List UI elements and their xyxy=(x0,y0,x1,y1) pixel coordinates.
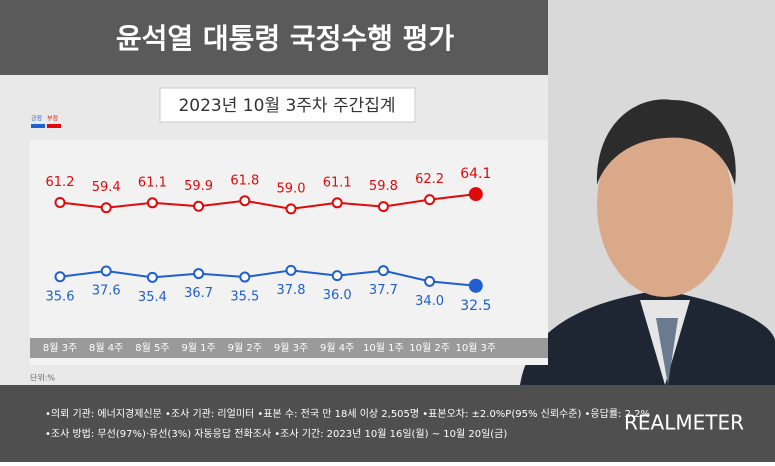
data-point xyxy=(239,195,251,207)
x-tick-label: 10월 2주 xyxy=(409,342,450,354)
data-point xyxy=(424,194,436,206)
data-label: 37.7 xyxy=(369,283,398,298)
series-line xyxy=(59,269,476,287)
data-point xyxy=(424,275,436,287)
legend-label: 긍정 xyxy=(31,116,42,123)
brand: REALMETER xyxy=(624,411,744,435)
data-label: 32.5 xyxy=(460,298,491,314)
data-point xyxy=(146,197,158,209)
data-label: 61.1 xyxy=(323,175,352,190)
footer xyxy=(0,385,775,462)
data-point xyxy=(100,202,112,214)
data-label: 37.6 xyxy=(92,283,121,298)
data-label: 61.8 xyxy=(230,173,259,188)
x-tick-label: 10월 1주 xyxy=(363,342,404,354)
data-label: 35.6 xyxy=(46,289,75,304)
data-point xyxy=(146,271,158,283)
data-label: 61.2 xyxy=(46,175,75,190)
data-label: 36.0 xyxy=(323,288,352,303)
data-label: 62.2 xyxy=(415,172,444,187)
legend-label: 부정 xyxy=(47,116,58,123)
footer-note: •조사 방법: 무선(97%)·유선(3%) 자동응답 전화조사 •조사 기간:… xyxy=(45,428,507,440)
unit-note: 단위:% xyxy=(30,373,55,383)
data-point xyxy=(285,264,297,276)
data-point xyxy=(193,200,205,212)
data-label: 61.1 xyxy=(138,175,167,190)
data-point xyxy=(193,268,205,280)
data-point xyxy=(54,271,66,283)
x-tick-label: 9월 2주 xyxy=(228,342,262,354)
data-label: 36.7 xyxy=(184,286,213,301)
data-point xyxy=(468,278,483,293)
data-label: 34.0 xyxy=(415,294,444,309)
data-point xyxy=(331,270,343,282)
data-point xyxy=(100,265,112,277)
x-tick-label: 9월 1주 xyxy=(181,342,215,354)
x-tick-label: 8월 5주 xyxy=(135,342,169,354)
chart-subtitle: 2023년 10월 3주차 주간집계 xyxy=(178,96,395,116)
legend-swatch xyxy=(47,124,61,128)
data-point xyxy=(331,197,343,209)
data-point xyxy=(54,197,66,209)
x-tick-label: 10월 3주 xyxy=(455,342,496,354)
series-line xyxy=(59,193,476,210)
data-label: 37.8 xyxy=(277,283,306,298)
data-label: 64.1 xyxy=(460,166,491,182)
data-point xyxy=(377,201,389,213)
category-strip xyxy=(30,338,548,358)
data-point xyxy=(377,265,389,277)
data-label: 35.5 xyxy=(230,290,259,305)
data-point xyxy=(285,203,297,215)
data-label: 59.4 xyxy=(92,180,121,195)
data-label: 59.0 xyxy=(277,181,306,196)
data-point xyxy=(468,187,483,202)
footer-note: •의뢰 기관: 에너지경제신문 •조사 기관: 리얼미터 •표본 수: 전국 만… xyxy=(45,407,650,420)
data-point xyxy=(239,271,251,283)
data-label: 35.4 xyxy=(138,290,167,305)
subtitle-box xyxy=(159,87,416,123)
x-tick-label: 8월 4주 xyxy=(89,342,123,354)
legend-swatch xyxy=(31,124,45,128)
data-label: 59.9 xyxy=(184,179,213,194)
portrait xyxy=(520,99,775,385)
data-label: 59.8 xyxy=(369,179,398,194)
plot-area xyxy=(30,140,548,365)
x-tick-label: 9월 3주 xyxy=(274,342,308,354)
header xyxy=(0,0,548,75)
x-tick-label: 9월 4주 xyxy=(320,342,354,354)
chart-title: 윤석열 대통령 국정수행 평가 xyxy=(116,22,455,55)
x-tick-label: 8월 3주 xyxy=(43,342,77,354)
